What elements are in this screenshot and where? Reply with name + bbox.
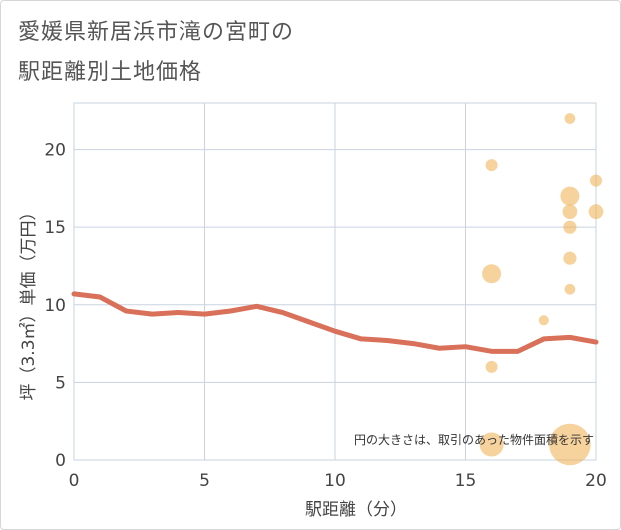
x-tick-label: 20 <box>585 471 607 491</box>
y-tick-label: 5 <box>55 373 66 393</box>
y-axis-label: 坪（3.3㎡）単価（万円） <box>19 203 39 400</box>
y-tick-label: 15 <box>44 218 66 238</box>
bubble-point <box>590 174 602 187</box>
bubble-point <box>560 186 580 206</box>
trend-line-layer <box>71 291 599 354</box>
x-tick-label: 15 <box>455 471 477 491</box>
y-tick-label: 0 <box>55 451 66 471</box>
grid <box>73 102 597 461</box>
bubble-point <box>563 220 577 234</box>
y-tick-label: 10 <box>44 296 66 316</box>
x-tick-label: 0 <box>69 471 80 491</box>
x-tick-label: 10 <box>324 471 346 491</box>
bubble-point <box>538 315 549 326</box>
y-tick-label: 20 <box>44 141 66 161</box>
chart-title-line2: 駅距離別土地価格 <box>18 60 203 85</box>
bubble-point <box>485 159 498 172</box>
bubble-point <box>562 204 578 220</box>
bubble-point <box>564 113 576 124</box>
bubble-point <box>549 423 591 466</box>
x-axis-label: 駅距離（分） <box>305 500 407 520</box>
bubble-point <box>588 204 604 220</box>
bubble-point <box>479 432 504 457</box>
bubble-size-note: 円の大きさは、取引のあった物件面積を示す <box>354 432 594 447</box>
bubble-point <box>564 283 576 295</box>
tick-labels: 0 5 10 15 20 0 5 10 15 20 <box>44 141 606 491</box>
x-tick-label: 5 <box>199 471 210 491</box>
bubble-point <box>482 264 502 284</box>
bubble-point <box>563 251 577 265</box>
chart-title-line1: 愛媛県新居浜市滝の宮町の <box>18 20 295 45</box>
average-price-line <box>71 291 599 354</box>
bubbles <box>479 113 604 466</box>
bubble-point <box>485 360 498 373</box>
